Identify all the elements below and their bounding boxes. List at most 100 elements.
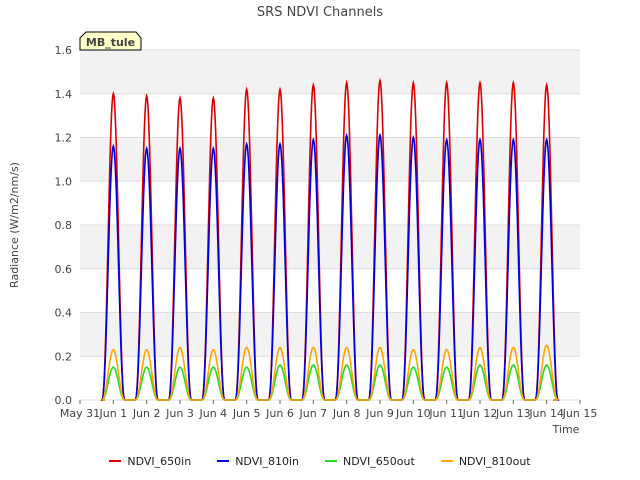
y-axis-ticks: 0.0 0.2 0.4 0.6 0.8 1.0 1.2 1.4 1.6 — [55, 44, 73, 407]
data-point — [545, 138, 548, 141]
x-axis-label: Time — [552, 423, 580, 436]
x-tick-label: Jun 3 — [165, 407, 194, 420]
grid-band — [80, 137, 580, 182]
data-point — [445, 348, 448, 351]
legend-swatch — [440, 460, 453, 462]
data-point — [412, 348, 415, 351]
annotation-label: MB_tule — [86, 36, 135, 49]
data-point — [412, 136, 415, 139]
data-point — [112, 92, 115, 95]
x-tick-label: Jun 8 — [332, 407, 361, 420]
data-point — [312, 364, 315, 366]
data-point — [145, 366, 148, 368]
data-point — [345, 346, 348, 349]
data-point — [445, 366, 448, 368]
data-point — [412, 366, 415, 368]
x-tick-label: Jun 14 — [528, 407, 564, 420]
x-tick-label: Jun 12 — [462, 407, 498, 420]
y-tick-label: 1.6 — [55, 44, 73, 57]
legend-item: NDVI_650out — [325, 452, 415, 470]
data-point — [112, 366, 115, 368]
data-point — [479, 82, 481, 84]
x-axis-ticks: May 31 Jun 1 Jun 2 Jun 3 Jun 4 Jun 5 Jun 6 Jun … — [60, 400, 597, 420]
data-point — [379, 134, 381, 137]
data-point — [145, 348, 148, 351]
x-tick-label: Jun 9 — [365, 407, 394, 420]
data-point — [545, 364, 548, 366]
data-point — [479, 138, 481, 141]
legend-swatch — [217, 460, 230, 462]
data-point — [345, 82, 348, 84]
y-tick-label: 0.4 — [55, 307, 73, 320]
legend-item: NDVI_650in — [109, 452, 191, 470]
data-point — [345, 364, 348, 366]
x-tick-label: Jun 6 — [265, 407, 294, 420]
x-tick-label: Jun 5 — [232, 407, 261, 420]
legend-item: NDVI_810out — [440, 452, 531, 470]
data-point — [145, 95, 148, 97]
grid-band — [80, 312, 580, 357]
data-point — [379, 79, 381, 82]
data-point — [179, 346, 181, 349]
data-point — [212, 147, 215, 150]
data-point — [479, 346, 481, 349]
data-point — [245, 143, 248, 145]
data-point — [512, 346, 515, 349]
data-point — [179, 147, 181, 150]
annotation-box: MB_tule — [79, 31, 142, 51]
data-point — [445, 138, 448, 141]
chart-title: SRS NDVI Channels — [257, 5, 383, 20]
y-axis-label: Radiance (W/m2/nm/s) — [8, 162, 21, 288]
x-tick-label: Jun 11 — [428, 407, 464, 420]
legend-swatch — [325, 460, 338, 462]
data-point — [345, 134, 348, 137]
data-point — [145, 147, 148, 150]
data-point — [245, 88, 248, 91]
legend-label: NDVI_650out — [343, 454, 415, 468]
x-tick-label: Jun 4 — [198, 407, 227, 420]
data-point — [445, 82, 448, 84]
y-tick-label: 1.2 — [55, 132, 73, 145]
x-tick-label: Jun 1 — [98, 407, 127, 420]
data-point — [245, 366, 248, 368]
data-point — [279, 364, 281, 366]
legend-label: NDVI_650in — [127, 454, 192, 468]
x-tick-label: May 31 — [60, 407, 100, 420]
legend-swatch — [109, 460, 122, 462]
data-point — [545, 344, 548, 347]
y-tick-label: 0.6 — [55, 263, 73, 276]
legend-label: NDVI_810in — [235, 454, 300, 468]
data-point — [279, 346, 281, 349]
data-point — [412, 82, 415, 84]
data-point — [212, 97, 215, 99]
legend: NDVI_650in NDVI_810in NDVI_650out NDVI_810o… — [0, 452, 640, 470]
data-point — [112, 348, 115, 351]
series-layer — [100, 77, 560, 401]
x-tick-label: Jun 13 — [495, 407, 531, 420]
data-point — [179, 97, 181, 99]
y-tick-label: 1.0 — [55, 175, 73, 188]
y-tick-label: 1.4 — [55, 88, 73, 101]
x-tick-label: Jun 2 — [132, 407, 161, 420]
data-point — [212, 366, 215, 368]
y-tick-label: 0.8 — [55, 219, 73, 232]
data-point — [545, 84, 548, 86]
data-point — [112, 145, 115, 148]
data-point — [279, 88, 281, 91]
x-tick-label: Jun 7 — [298, 407, 327, 420]
data-point — [379, 346, 381, 349]
grid-lines — [80, 49, 580, 401]
data-point — [245, 346, 248, 349]
data-point — [312, 84, 315, 86]
y-tick-label: 0.0 — [55, 394, 73, 407]
y-tick-label: 0.2 — [55, 350, 73, 363]
grid-band — [80, 225, 580, 269]
data-point — [212, 348, 215, 351]
x-tick-label: Jun 10 — [395, 407, 431, 420]
data-point — [312, 138, 315, 141]
data-point — [179, 366, 181, 368]
data-point — [512, 82, 515, 84]
data-point — [379, 364, 381, 366]
legend-label: NDVI_810out — [458, 454, 531, 468]
